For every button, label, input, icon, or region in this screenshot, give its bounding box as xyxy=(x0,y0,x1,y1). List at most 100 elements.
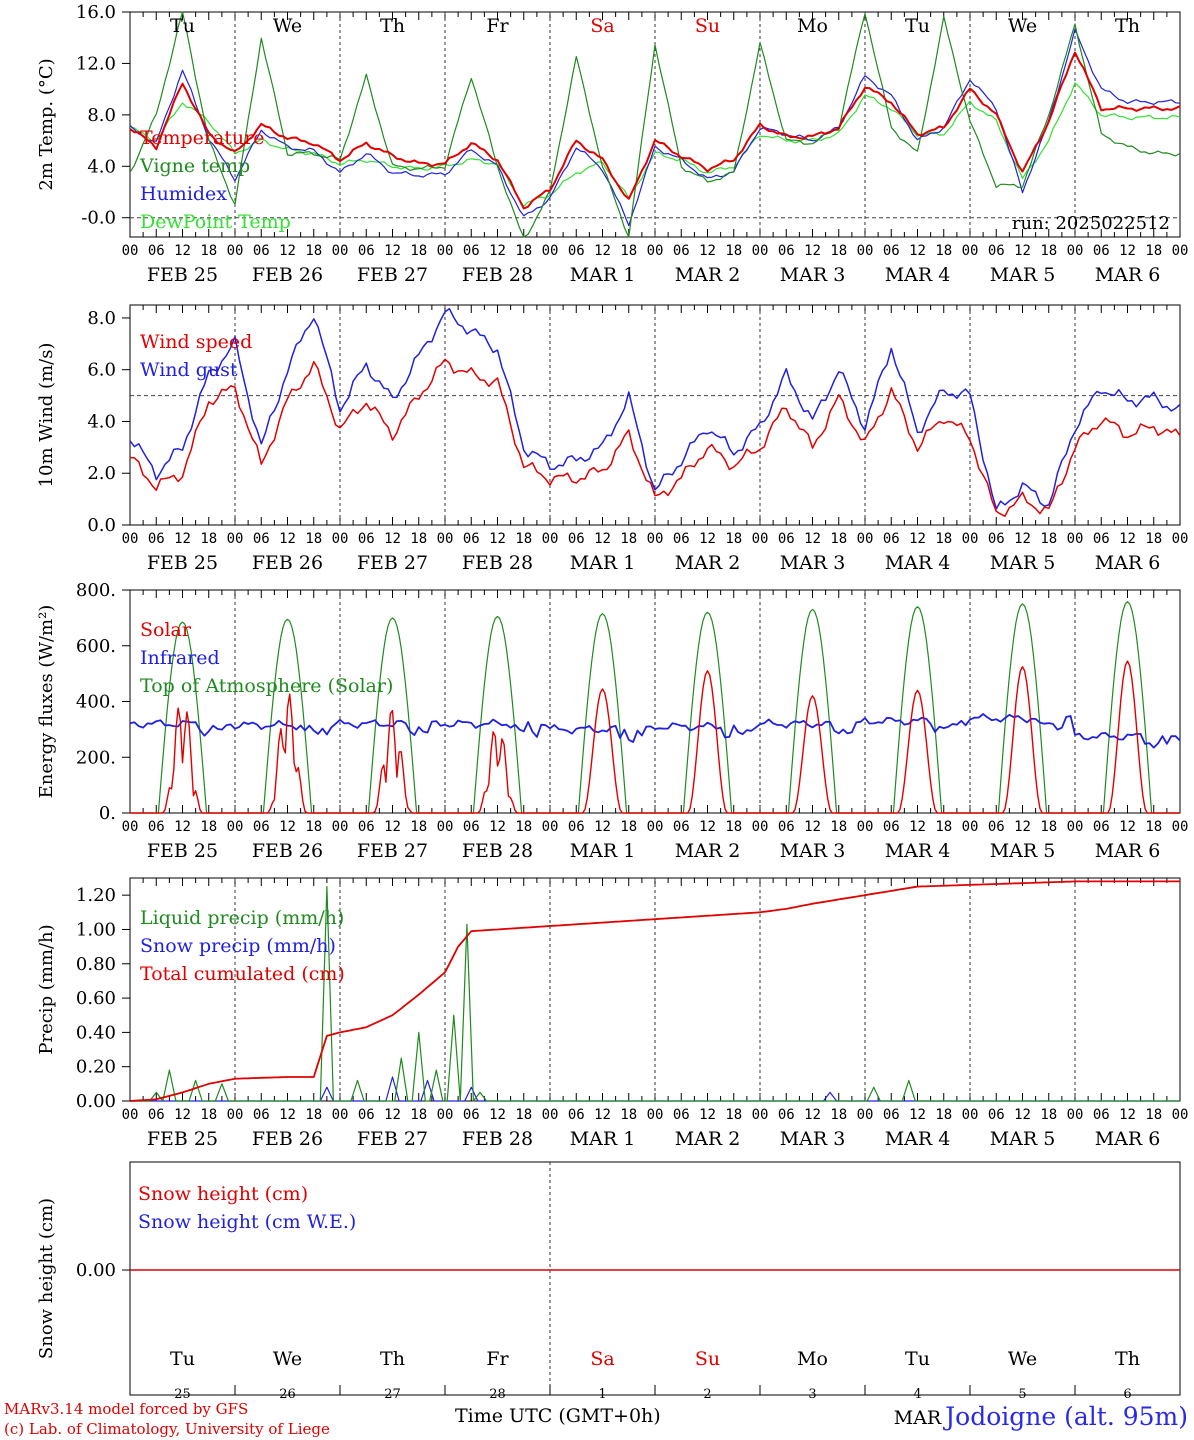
temp-line-dewpoint-temp xyxy=(129,82,1181,207)
ytick-label-1-1: 2.0 xyxy=(87,463,116,484)
date-label-3-0: FEB 25 xyxy=(147,1128,218,1150)
hour-tick-1-2-0: 00 xyxy=(332,531,349,547)
date-label-3-1: FEB 26 xyxy=(252,1128,323,1150)
ytick-label-3-2: 0.40 xyxy=(76,1022,116,1043)
weekday-top-3: Fr xyxy=(486,15,509,37)
hour-tick-0-4-3: 18 xyxy=(620,243,637,259)
hour-tick-2-1-2: 12 xyxy=(279,819,296,835)
time-axis-label: Time UTC (GMT+0h) xyxy=(455,1405,661,1427)
hour-tick-1-9-3: 18 xyxy=(1145,531,1162,547)
hour-tick-3-3-2: 12 xyxy=(489,1107,506,1123)
legend-0-0: Temperature xyxy=(140,127,264,149)
day-number-1: 26 xyxy=(279,1387,296,1402)
temp-line-vigne-temp xyxy=(129,11,1181,238)
legend-3-0: Liquid precip (mm/h) xyxy=(140,907,344,929)
hour-tick-1-0-1: 06 xyxy=(148,531,165,547)
ylabel-4: Snow height (cm) xyxy=(36,1198,57,1359)
hour-tick-final-1: 00 xyxy=(1172,531,1189,547)
hour-tick-0-6-1: 06 xyxy=(778,243,795,259)
legend-1-0: Wind speed xyxy=(140,331,252,353)
hour-tick-1-7-2: 12 xyxy=(909,531,926,547)
weekday-top-2: Th xyxy=(380,15,405,37)
hour-tick-0-1-3: 18 xyxy=(305,243,322,259)
hour-tick-3-8-0: 00 xyxy=(962,1107,979,1123)
hour-tick-0-3-1: 06 xyxy=(463,243,480,259)
hour-tick-3-4-2: 12 xyxy=(594,1107,611,1123)
weekday-bottom-8: We xyxy=(1008,1348,1037,1370)
hour-tick-2-9-3: 18 xyxy=(1145,819,1162,835)
hour-tick-1-3-2: 12 xyxy=(489,531,506,547)
ytick-label-0-3: 12.0 xyxy=(76,53,116,74)
hour-tick-2-5-1: 06 xyxy=(673,819,690,835)
hour-tick-1-9-0: 00 xyxy=(1067,531,1084,547)
date-label-0-8: MAR 5 xyxy=(990,264,1056,286)
ytick-label-3-0: 0.00 xyxy=(76,1091,116,1112)
hour-tick-3-1-1: 06 xyxy=(253,1107,270,1123)
date-label-1-3: FEB 28 xyxy=(462,552,533,574)
ytick-label-1-0: 0.0 xyxy=(87,515,116,536)
weekday-top-7: Tu xyxy=(905,15,930,37)
hour-tick-1-2-1: 06 xyxy=(358,531,375,547)
hour-tick-0-7-2: 12 xyxy=(909,243,926,259)
hour-tick-2-4-1: 06 xyxy=(568,819,585,835)
hour-tick-2-4-3: 18 xyxy=(620,819,637,835)
hour-tick-0-9-2: 12 xyxy=(1119,243,1136,259)
hour-tick-1-5-0: 00 xyxy=(647,531,664,547)
date-label-0-4: MAR 1 xyxy=(570,264,636,286)
hour-tick-0-9-1: 06 xyxy=(1093,243,1110,259)
solar-line xyxy=(130,660,1180,814)
hour-tick-0-5-2: 12 xyxy=(699,243,716,259)
hour-tick-final-0: 00 xyxy=(1172,243,1189,259)
hour-tick-3-2-1: 06 xyxy=(358,1107,375,1123)
day-number-0: 25 xyxy=(174,1387,191,1402)
hour-tick-3-9-2: 12 xyxy=(1119,1107,1136,1123)
hour-tick-3-1-3: 18 xyxy=(305,1107,322,1123)
hour-tick-1-6-0: 00 xyxy=(752,531,769,547)
date-label-3-2: FEB 27 xyxy=(357,1128,428,1150)
wind-line-wind-gust xyxy=(129,307,1181,510)
hour-tick-2-0-2: 12 xyxy=(174,819,191,835)
hour-tick-3-7-0: 00 xyxy=(857,1107,874,1123)
hour-tick-1-8-0: 00 xyxy=(962,531,979,547)
date-label-0-2: FEB 27 xyxy=(357,264,428,286)
hour-tick-0-1-1: 06 xyxy=(253,243,270,259)
hour-tick-2-9-0: 00 xyxy=(1067,819,1084,835)
hour-tick-1-8-1: 06 xyxy=(988,531,1005,547)
date-label-1-6: MAR 3 xyxy=(780,552,846,574)
hour-tick-1-3-3: 18 xyxy=(515,531,532,547)
weekday-bottom-5: Su xyxy=(695,1348,720,1370)
hour-tick-final-2: 00 xyxy=(1172,819,1189,835)
ytick-label-0-2: 8.0 xyxy=(87,105,116,126)
hour-tick-0-5-3: 18 xyxy=(725,243,742,259)
total-cumulated-line xyxy=(129,880,1180,1102)
hour-tick-2-0-1: 06 xyxy=(148,819,165,835)
legend-2-2: Top of Atmosphere (Solar) xyxy=(140,675,393,697)
date-label-0-0: FEB 25 xyxy=(147,264,218,286)
hour-tick-2-5-0: 00 xyxy=(647,819,664,835)
hour-tick-3-1-2: 12 xyxy=(279,1107,296,1123)
ylabel-0: 2m Temp. (°C) xyxy=(36,58,57,190)
hour-tick-1-7-0: 00 xyxy=(857,531,874,547)
hour-tick-0-3-0: 00 xyxy=(437,243,454,259)
hour-tick-1-4-2: 12 xyxy=(594,531,611,547)
hour-tick-3-9-3: 18 xyxy=(1145,1107,1162,1123)
hour-tick-0-2-1: 06 xyxy=(358,243,375,259)
weekday-top-6: Mo xyxy=(797,15,828,37)
date-label-2-2: FEB 27 xyxy=(357,840,428,862)
legend-3-2: Total cumulated (cm) xyxy=(140,963,345,985)
hour-tick-2-1-0: 00 xyxy=(227,819,244,835)
panel-frame-2 xyxy=(129,589,1181,814)
hour-tick-1-9-1: 06 xyxy=(1093,531,1110,547)
hour-tick-3-7-3: 18 xyxy=(935,1107,952,1123)
hour-tick-1-0-0: 00 xyxy=(122,531,139,547)
hour-tick-2-3-1: 06 xyxy=(463,819,480,835)
hour-tick-2-2-0: 00 xyxy=(332,819,349,835)
day-number-9: 6 xyxy=(1123,1387,1131,1402)
hour-tick-0-8-1: 06 xyxy=(988,243,1005,259)
weekday-bottom-0: Tu xyxy=(170,1348,195,1370)
date-label-3-4: MAR 1 xyxy=(570,1128,636,1150)
date-label-2-0: FEB 25 xyxy=(147,840,218,862)
hour-tick-2-8-1: 06 xyxy=(988,819,1005,835)
hour-tick-3-5-2: 12 xyxy=(699,1107,716,1123)
